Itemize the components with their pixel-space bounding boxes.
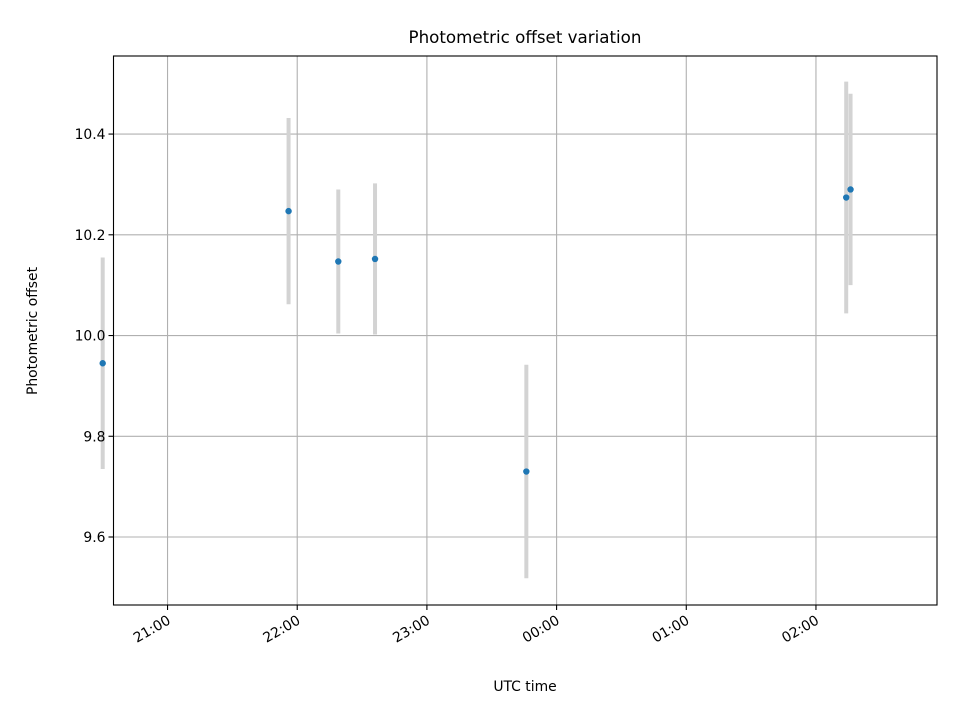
chart-title: Photometric offset variation bbox=[409, 27, 642, 47]
data-point bbox=[285, 207, 292, 215]
data-points bbox=[99, 186, 854, 475]
y-tick-label: 10.0 bbox=[75, 329, 106, 345]
y-axis-label: Photometric offset bbox=[25, 266, 41, 395]
data-point bbox=[99, 360, 106, 367]
data-point bbox=[847, 186, 854, 193]
data-point bbox=[371, 255, 379, 263]
y-tick-label: 10.4 bbox=[75, 127, 106, 143]
grid bbox=[113, 56, 937, 605]
data-point bbox=[523, 468, 530, 475]
y-tick-label: 10.2 bbox=[75, 228, 106, 244]
x-axis-label: UTC time bbox=[493, 679, 556, 695]
plot-frame bbox=[112, 55, 938, 606]
y-tick-label: 9.6 bbox=[83, 530, 105, 546]
y-tick-label: 9.8 bbox=[83, 429, 105, 445]
data-point bbox=[335, 258, 342, 265]
data-point bbox=[843, 194, 850, 201]
